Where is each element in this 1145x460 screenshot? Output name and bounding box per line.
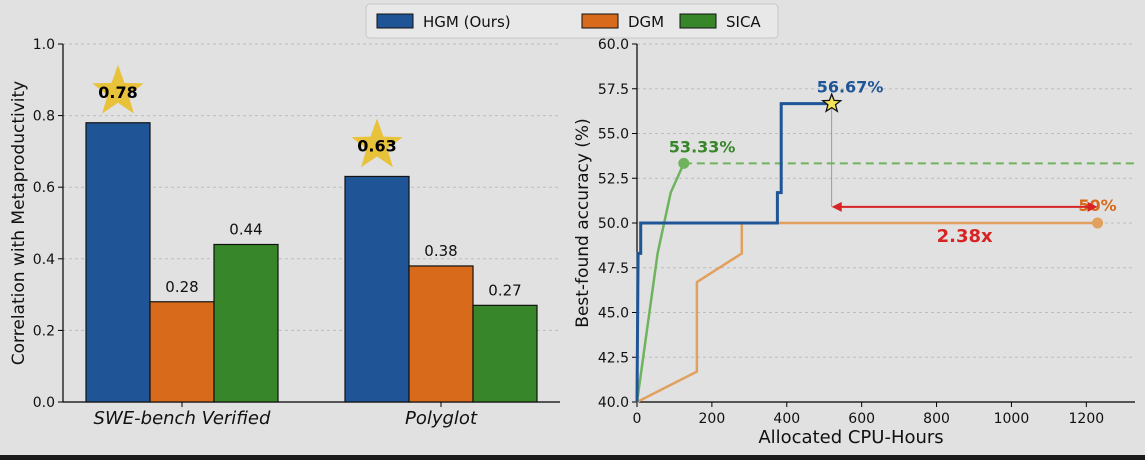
legend-box <box>365 3 779 39</box>
y-axis-label: Best-found accuracy (%) <box>573 118 593 327</box>
x-tick-label: SWE-bench Verified <box>94 408 271 429</box>
bar <box>149 301 215 403</box>
bar-value-label: 0.28 <box>165 278 198 296</box>
legend-swatch <box>376 13 414 29</box>
x-axis-label: Allocated CPU-Hours <box>758 427 943 448</box>
gap-annotation-label: 2.38x <box>937 226 993 247</box>
sica-end-point <box>678 157 690 169</box>
bar-value-label: 0.63 <box>357 136 396 155</box>
sica-line <box>635 162 685 403</box>
bar <box>472 304 538 403</box>
star-icon <box>820 92 843 113</box>
star-icon <box>351 118 403 168</box>
bar <box>213 243 279 403</box>
hgm-line <box>635 102 832 403</box>
arrow-head-right <box>1087 201 1098 212</box>
bar-value-label: 0.78 <box>98 83 137 102</box>
bar-value-label: 0.27 <box>488 281 521 299</box>
dgm-end-point <box>1092 217 1104 229</box>
legend-swatch <box>679 13 717 29</box>
legend-label: DGM <box>628 13 664 31</box>
y-axis-label: Correlation with Metaproductivity <box>9 81 29 365</box>
x-tick-label: 0 <box>633 411 642 427</box>
y-tick-label: 40.0 <box>598 395 629 411</box>
x-tick-label: 400 <box>773 411 800 427</box>
y-tick-label: 50.0 <box>598 216 629 232</box>
bar-value-label: 0.38 <box>424 242 457 260</box>
y-tick-label: 0.0 <box>33 395 55 411</box>
y-tick-label: 47.5 <box>598 261 629 277</box>
dgm-line <box>636 221 1098 404</box>
bar <box>85 122 151 403</box>
x-tick-label: 600 <box>848 411 875 427</box>
x-tick-label: 1200 <box>1069 411 1105 427</box>
bar-value-label: 0.44 <box>229 220 262 238</box>
x-tick-label: 200 <box>699 411 726 427</box>
y-tick-label: 57.5 <box>598 82 629 98</box>
line-chart: 40.0 42.5 45.0 47.5 50.0 52.5 55.0 57.5 60.0 0 200… <box>573 37 1135 448</box>
arrow-head-left <box>831 201 842 212</box>
x-tick-label: 1000 <box>994 411 1030 427</box>
star-icon <box>92 64 144 114</box>
legend: HGM (Ours) DGM SICA <box>365 3 779 39</box>
y-tick-label: 42.5 <box>598 350 629 366</box>
bottom-border <box>0 455 1145 460</box>
bar <box>408 265 474 403</box>
y-tick-label: 0.6 <box>33 180 55 196</box>
hgm-end-label: 56.67% <box>817 78 884 97</box>
y-tick-label: 60.0 <box>598 37 629 53</box>
y-tick-label: 45.0 <box>598 306 629 322</box>
bar-chart: 0.0 0.2 0.4 0.6 0.8 1.0 Correlation with Metap… <box>9 37 560 429</box>
y-tick-label: 0.8 <box>33 109 55 125</box>
y-tick-label: 55.0 <box>598 127 629 143</box>
bar <box>344 175 410 403</box>
sica-end-label: 53.33% <box>669 137 736 156</box>
y-tick-label: 0.2 <box>33 323 55 339</box>
legend-label: HGM (Ours) <box>423 13 511 31</box>
legend-label: SICA <box>726 13 761 31</box>
x-tick-label: Polyglot <box>405 408 478 429</box>
dgm-end-label: 50% <box>1078 196 1116 215</box>
x-tick-label: 800 <box>923 411 950 427</box>
y-tick-label: 52.5 <box>598 171 629 187</box>
y-tick-label: 0.4 <box>33 252 55 268</box>
y-tick-label: 1.0 <box>33 37 55 53</box>
legend-swatch <box>581 13 619 29</box>
